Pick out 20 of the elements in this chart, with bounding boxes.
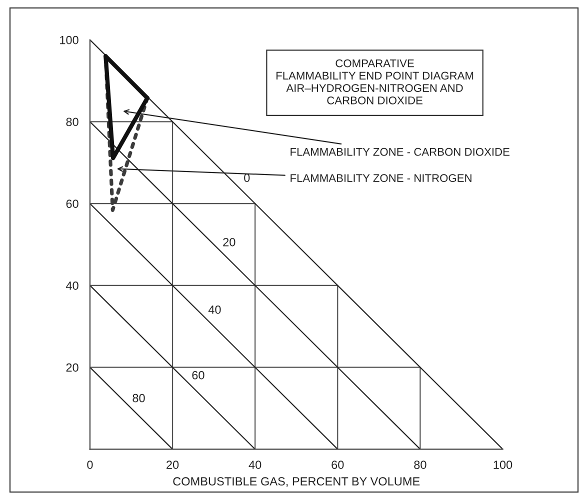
- y-tick-label: 100: [60, 36, 78, 44]
- x-tick-label: 0: [87, 460, 93, 469]
- y-tick-label: 20: [66, 363, 78, 372]
- annotation: FLAMMABILITY ZONE - NITROGEN: [290, 174, 472, 182]
- x-tick-label: 20: [166, 460, 179, 469]
- text: COMPARATIVE FLAMMABILITY END POINT DIAGRAM AIR–HYDROGEN-NITROGEN AND CARBON DIOXIDE: [276, 59, 474, 104]
- x-axis-title: COMBUSTIBLE GAS, PERCENT BY VOLUME: [173, 477, 420, 487]
- annotation: 40: [208, 305, 221, 314]
- annotation: 80: [132, 394, 145, 402]
- y-tick-label: 60: [66, 200, 78, 208]
- annotation: 20: [223, 238, 236, 246]
- x-tick-label: 80: [414, 460, 426, 469]
- x-tick-label: 60: [332, 460, 344, 469]
- annotation: 60: [192, 370, 204, 380]
- annotation: FLAMMABILITY ZONE - CARBON DIOXIDE: [290, 148, 510, 156]
- x-tick-label: 40: [248, 460, 262, 469]
- y-tick-label: 80: [66, 118, 78, 126]
- y-tick-label: 40: [66, 281, 78, 290]
- annotation: 0: [244, 174, 250, 182]
- x-tick-label: 100: [494, 460, 512, 469]
